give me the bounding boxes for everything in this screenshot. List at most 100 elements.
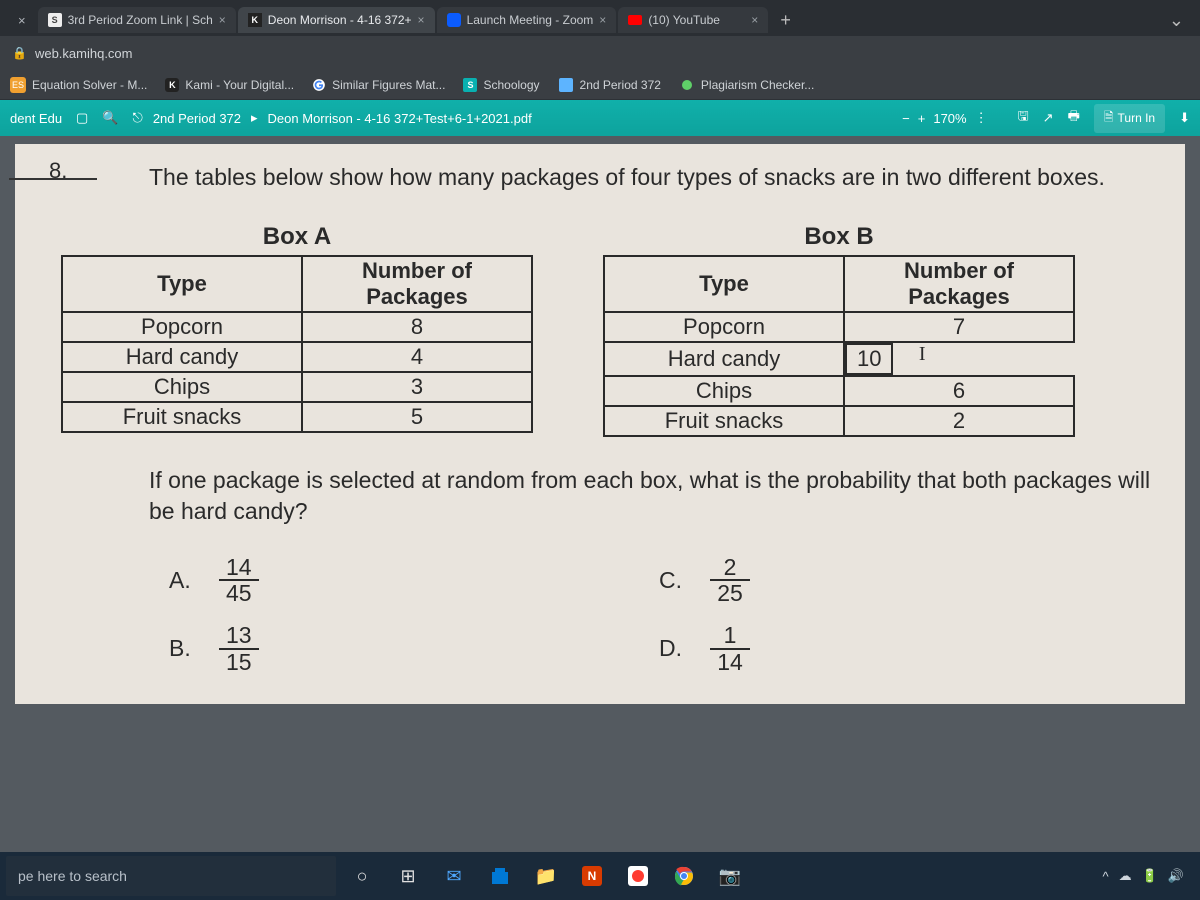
bookmark-label: 2nd Period 372 bbox=[580, 78, 661, 92]
data-table-b: Type Number of Packages Popcorn7 Hard ca… bbox=[603, 255, 1075, 437]
tray-battery-icon[interactable]: 🔋 bbox=[1142, 868, 1158, 884]
table-box-b: Box B Type Number of Packages Popcorn7 H… bbox=[603, 223, 1075, 437]
tray-chevron-icon[interactable]: ^ bbox=[1103, 869, 1109, 884]
fraction: 1 14 bbox=[710, 623, 750, 673]
taskview-icon[interactable]: ⊞ bbox=[388, 856, 428, 896]
app-icon[interactable] bbox=[618, 856, 658, 896]
table-row: Fruit snacks2 bbox=[604, 406, 1074, 436]
table-header-row: Type Number of Packages bbox=[62, 256, 532, 312]
youtube-icon bbox=[628, 13, 642, 27]
zoom-out-button[interactable]: − bbox=[902, 111, 910, 126]
table-title: Box A bbox=[61, 223, 533, 251]
new-tab-button[interactable]: + bbox=[770, 10, 801, 31]
fraction: 13 15 bbox=[219, 623, 259, 673]
answer-c: C. 2 25 bbox=[659, 555, 909, 605]
tab-overflow-icon[interactable]: ⌄ bbox=[1161, 10, 1192, 31]
close-icon[interactable]: × bbox=[599, 13, 606, 27]
data-table-a: Type Number of Packages Popcorn8 Hard ca… bbox=[61, 255, 533, 433]
tab-close-icon[interactable]: × bbox=[8, 13, 36, 28]
folder-icon: ⎋ bbox=[133, 110, 143, 126]
save-icon[interactable]: 🖫 bbox=[1018, 107, 1029, 129]
app-icon[interactable]: N bbox=[572, 856, 612, 896]
schoology-icon: S bbox=[48, 13, 62, 27]
browser-tab[interactable]: (10) YouTube × bbox=[618, 7, 768, 33]
equation-solver-icon: ES bbox=[10, 77, 26, 93]
kami-icon: K bbox=[248, 13, 262, 27]
bookmark-item[interactable]: Similar Figures Mat... bbox=[312, 78, 445, 92]
bookmark-item[interactable]: S Schoology bbox=[463, 78, 539, 92]
download-icon[interactable]: ⬇ bbox=[1179, 110, 1190, 126]
close-icon[interactable]: × bbox=[219, 13, 226, 27]
mail-icon[interactable]: ✉ bbox=[434, 856, 474, 896]
zoom-value[interactable]: 170% bbox=[933, 111, 966, 126]
menu-icon[interactable]: ⋮ bbox=[975, 110, 988, 126]
dot-icon bbox=[679, 77, 695, 93]
file-explorer-icon[interactable]: 📁 bbox=[526, 856, 566, 896]
bookmark-item[interactable]: ES Equation Solver - M... bbox=[10, 77, 147, 93]
col-header: Number of Packages bbox=[302, 256, 532, 312]
address-bar: 🔒 web.kamihq.com bbox=[0, 36, 1200, 70]
answer-letter: B. bbox=[169, 635, 191, 662]
col-header: Type bbox=[604, 256, 844, 312]
bookmark-label: Schoology bbox=[483, 78, 539, 92]
browser-tab[interactable]: Launch Meeting - Zoom × bbox=[437, 7, 617, 33]
taskbar-search[interactable]: pe here to search bbox=[6, 856, 336, 896]
table-row: Hard candy10 bbox=[604, 342, 1074, 376]
follow-up-text: If one package is selected at random fro… bbox=[149, 465, 1161, 527]
svg-text:N: N bbox=[588, 869, 597, 883]
tab-label: 3rd Period Zoom Link | Sch bbox=[68, 13, 213, 27]
table-box-a: Box A Type Number of Packages Popcorn8 H… bbox=[61, 223, 533, 437]
bookmark-item[interactable]: K Kami - Your Digital... bbox=[165, 78, 294, 92]
store-icon[interactable] bbox=[480, 856, 520, 896]
close-icon[interactable]: × bbox=[418, 13, 425, 27]
answer-b: B. 13 15 bbox=[169, 623, 419, 673]
question-text: The tables below show how many packages … bbox=[149, 162, 1161, 193]
document-viewport[interactable]: 8. The tables below show how many packag… bbox=[0, 136, 1200, 852]
chevron-right-icon: ▸ bbox=[251, 110, 258, 126]
turn-in-button[interactable]: 🗎 Turn In bbox=[1094, 104, 1165, 133]
breadcrumb-folder[interactable]: 2nd Period 372 bbox=[153, 111, 241, 126]
share-icon[interactable]: ↗ bbox=[1043, 110, 1054, 126]
table-title: Box B bbox=[603, 223, 1075, 251]
answer-d: D. 1 14 bbox=[659, 623, 909, 673]
tab-label: Launch Meeting - Zoom bbox=[467, 13, 594, 27]
zoom-in-button[interactable]: + bbox=[918, 111, 926, 126]
doc-icon bbox=[558, 77, 574, 93]
bookmark-item[interactable]: Plagiarism Checker... bbox=[679, 77, 814, 93]
col-header: Number of Packages bbox=[844, 256, 1074, 312]
sidebar-toggle-icon[interactable]: ▢ bbox=[76, 110, 88, 126]
breadcrumb-file[interactable]: Deon Morrison - 4-16 372+Test+6-1+2021.p… bbox=[268, 111, 532, 126]
url-field[interactable]: 🔒 web.kamihq.com bbox=[12, 46, 133, 61]
breadcrumb: ⎋ 2nd Period 372 ▸ Deon Morrison - 4-16 … bbox=[133, 110, 532, 126]
answer-letter: A. bbox=[169, 567, 191, 594]
cortana-icon[interactable]: ○ bbox=[342, 856, 382, 896]
fraction: 2 25 bbox=[710, 555, 750, 605]
tables-row: Box A Type Number of Packages Popcorn8 H… bbox=[61, 223, 1161, 437]
answer-letter: D. bbox=[659, 635, 682, 662]
lock-icon: 🔒 bbox=[12, 46, 27, 60]
search-label: pe here to search bbox=[18, 868, 127, 884]
table-row: Popcorn7 bbox=[604, 312, 1074, 342]
chrome-icon[interactable] bbox=[664, 856, 704, 896]
browser-tab[interactable]: S 3rd Period Zoom Link | Sch × bbox=[38, 7, 236, 33]
tray-volume-icon[interactable]: 🔊 bbox=[1168, 868, 1184, 884]
bookmark-label: Similar Figures Mat... bbox=[332, 78, 445, 92]
turn-in-icon: 🗎 bbox=[1104, 108, 1114, 129]
kami-left-label: dent Edu bbox=[10, 111, 62, 126]
table-row: Fruit snacks5 bbox=[62, 402, 532, 432]
bookmark-label: Plagiarism Checker... bbox=[701, 78, 814, 92]
search-icon[interactable]: 🔍 bbox=[102, 110, 118, 126]
print-icon[interactable]: 🖶 bbox=[1068, 107, 1080, 129]
tray-cloud-icon[interactable]: ☁ bbox=[1119, 868, 1132, 884]
kami-icon: K bbox=[165, 78, 179, 92]
close-icon[interactable]: × bbox=[751, 13, 758, 27]
turn-in-label: Turn In bbox=[1118, 111, 1156, 125]
camera-icon[interactable]: 📷 bbox=[710, 856, 750, 896]
table-row: Chips6 bbox=[604, 376, 1074, 406]
google-icon bbox=[312, 78, 326, 92]
answer-grid: A. 14 45 C. 2 25 B. 13 bbox=[169, 555, 1161, 674]
answer-letter: C. bbox=[659, 567, 682, 594]
bookmark-item[interactable]: 2nd Period 372 bbox=[558, 77, 661, 93]
table-row: Popcorn8 bbox=[62, 312, 532, 342]
browser-tab[interactable]: K Deon Morrison - 4-16 372+ × bbox=[238, 7, 435, 33]
